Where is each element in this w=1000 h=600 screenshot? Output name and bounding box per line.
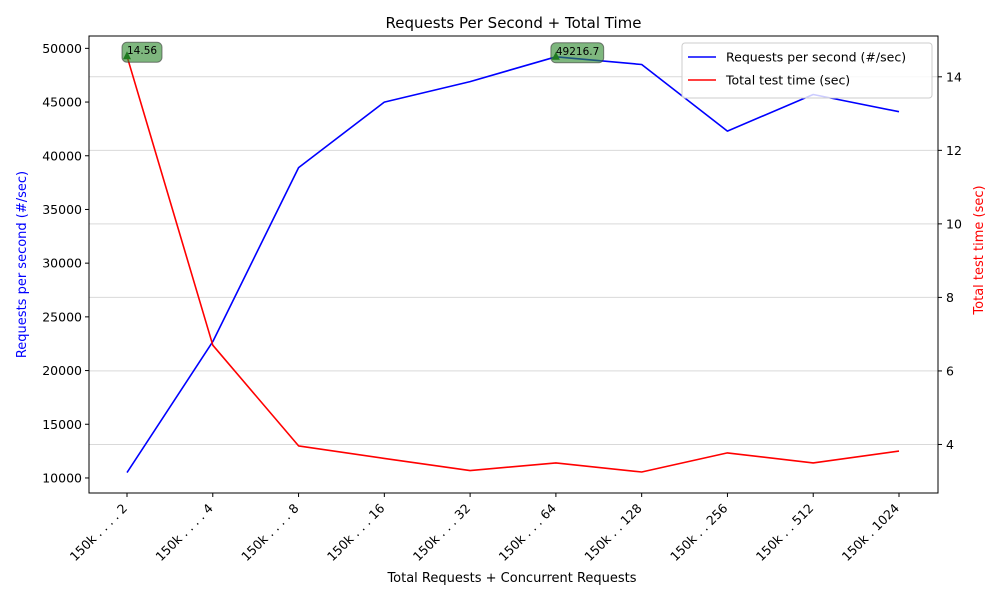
y-right-tick-label: 4 [946,437,954,452]
y-left-tick-label: 30000 [42,256,82,271]
annotation-box [550,42,605,64]
y-right-tick-label: 14 [946,69,962,84]
y-axis-left-title: Requests per second (#/sec) [15,171,30,358]
y-left-tick-label: 50000 [42,41,82,56]
y-left-tick-label: 20000 [42,363,82,378]
annotation-layer: 14.56 49216.7 [121,41,605,64]
y-right-tick-label: 6 [946,363,954,378]
y-left-tick-label: 45000 [42,95,82,110]
plot-frame [88,35,939,494]
y-axis-right-title: Total test time (sec) [972,185,987,315]
chart-title: Requests Per Second + Total Time [385,14,641,32]
legend-box [681,42,933,99]
annotation-label: 14.56 [127,45,157,57]
x-axis-title: Total Requests + Concurrent Requests [386,571,636,586]
y-left-tick-label: 10000 [42,470,82,485]
annotation-marker [551,51,560,60]
y-left-tick-label: 25000 [42,309,82,324]
series-layer [126,55,900,474]
y-left-tick-label: 35000 [42,202,82,217]
y-left-tick-label: 40000 [42,148,82,163]
annotation-marker [123,51,131,60]
y-right-tick-label: 8 [946,290,954,305]
series-line-total-time [126,55,900,473]
y-right-tick-label: 12 [946,143,962,158]
annotation-box [121,41,163,63]
series-line-requests [126,55,900,474]
y-right-tick-label: 10 [946,216,962,231]
annotation: 14.56 [121,41,163,63]
legend-label-total-time: Total test time (sec) [725,73,850,88]
annotation-label: 49216.7 [556,46,599,58]
legend: Requests per second (#/sec) Total test t… [681,42,933,99]
y-left-tick-label: 15000 [42,417,82,432]
legend-label-requests: Requests per second (#/sec) [726,50,906,65]
annotation: 49216.7 [550,42,605,64]
